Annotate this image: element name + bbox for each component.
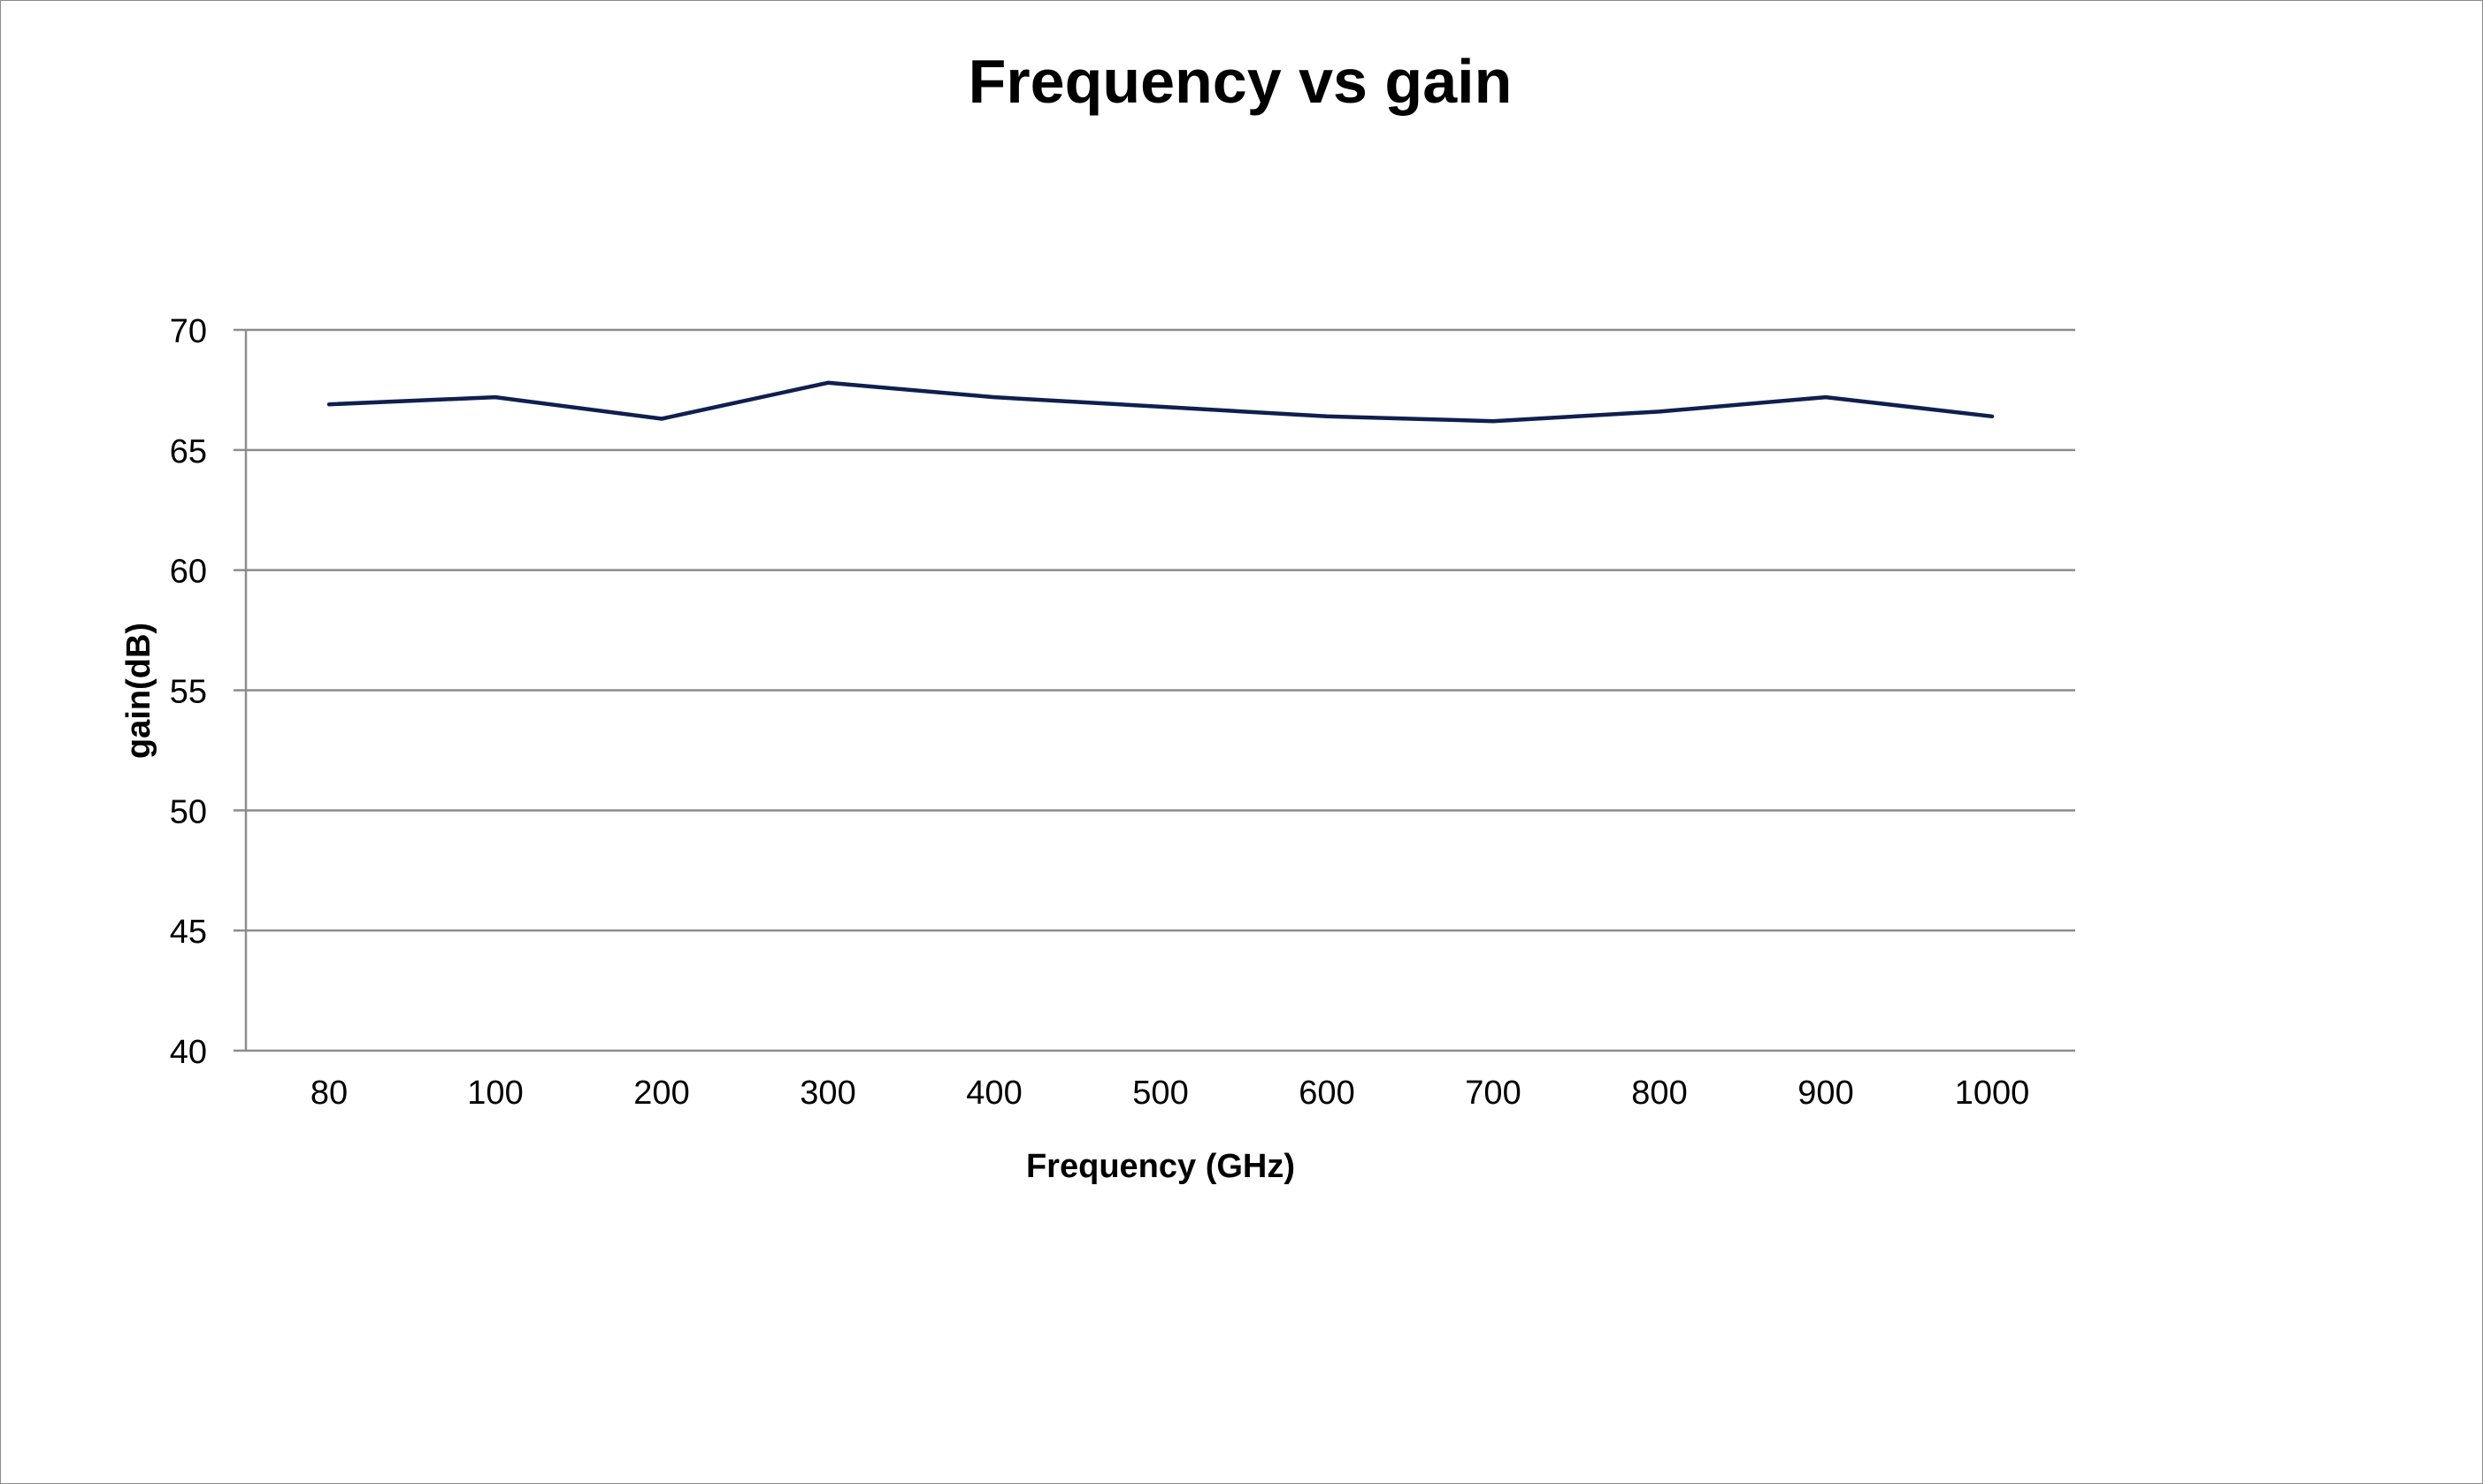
y-tick-label-50: 50 <box>170 793 207 830</box>
x-tick-label-700: 700 <box>1465 1075 1521 1112</box>
y-tick-label-60: 60 <box>170 554 207 591</box>
x-tick-label-200: 200 <box>633 1075 689 1112</box>
series-line-0 <box>326 380 1995 424</box>
x-tick-label-100: 100 <box>467 1075 523 1112</box>
x-tick-labels: 80 100 200 300 400 500 600 700 800 900 1000 <box>310 1075 2029 1112</box>
x-tick-label-300: 300 <box>800 1075 855 1112</box>
axes <box>234 328 2075 1052</box>
y-tick-label-45: 45 <box>170 914 207 951</box>
x-tick-label-1000: 1000 <box>1955 1075 2030 1112</box>
x-tick-label-500: 500 <box>1132 1075 1188 1112</box>
y-tick-label-65: 65 <box>170 433 207 470</box>
x-tick-label-900: 900 <box>1797 1075 1853 1112</box>
x-axis-label: Frequency (GHz) <box>1026 1148 1295 1185</box>
x-tick-label-80: 80 <box>310 1075 348 1112</box>
y-tick-labels: 40 45 50 55 60 65 70 <box>170 313 207 1071</box>
x-tick-label-800: 800 <box>1631 1075 1687 1112</box>
y-axis-label: gain(dB) <box>120 623 157 759</box>
gridlines <box>246 328 2075 932</box>
y-tick-label-70: 70 <box>170 313 207 350</box>
y-tick-label-55: 55 <box>170 674 207 711</box>
x-tick-label-600: 600 <box>1299 1075 1354 1112</box>
series-lines <box>326 380 1995 424</box>
chart-title: Frequency vs gain <box>969 47 1513 116</box>
x-tick-label-400: 400 <box>966 1075 1022 1112</box>
y-tick-label-40: 40 <box>170 1034 207 1071</box>
